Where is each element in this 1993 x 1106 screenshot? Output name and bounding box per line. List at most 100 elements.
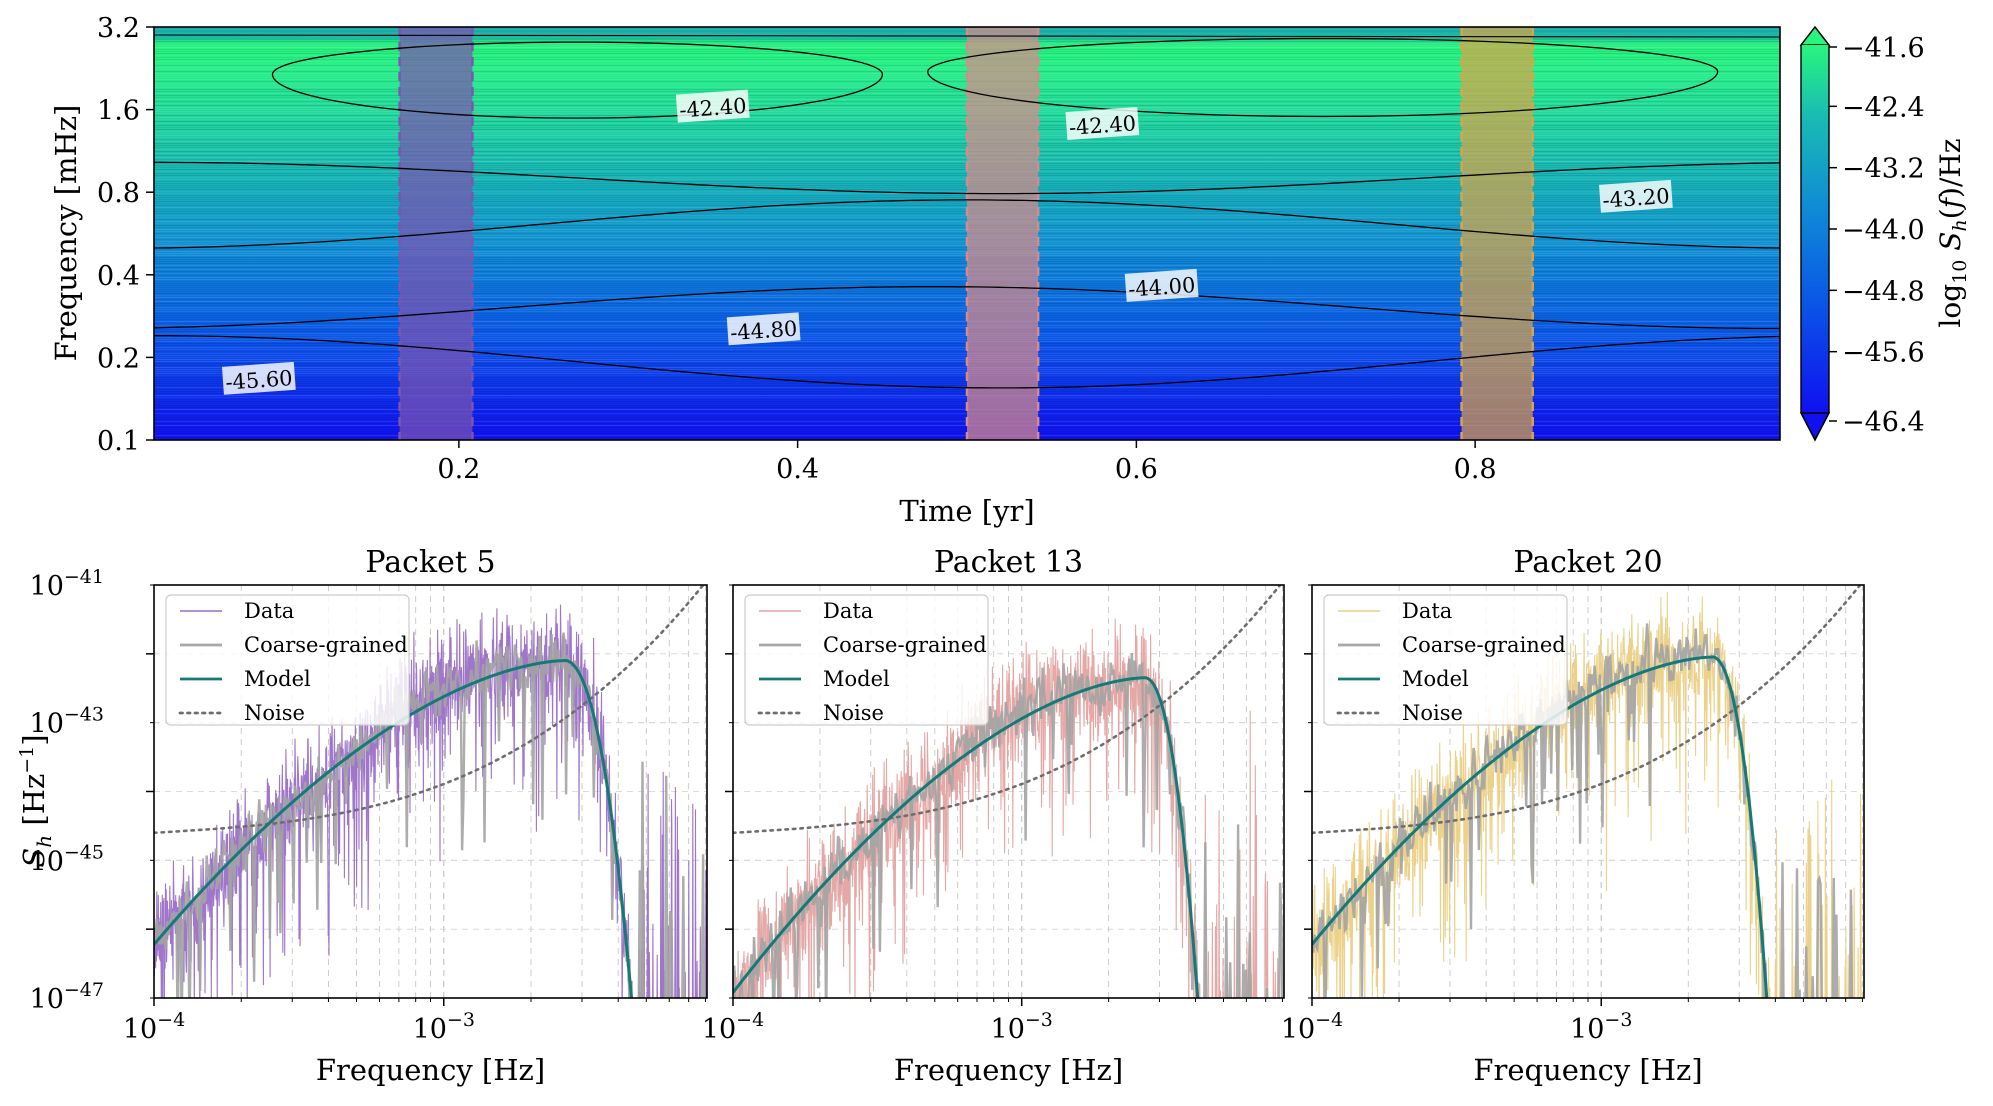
spectrogram-panel: -42.40 -42.40 -43.20 -44.00 -44.80 -45.60 0.2… (49, 13, 1781, 528)
x-tick-label: 0.6 (1115, 454, 1158, 485)
model-curve (733, 676, 1200, 998)
contour-line (154, 199, 1780, 249)
contour-label: -42.40 (675, 89, 750, 123)
legend-label: Coarse-grained (244, 633, 408, 657)
contour-label-text: -45.60 (225, 366, 294, 395)
panel-title: Packet 5 (365, 545, 495, 580)
spectrogram-frame (153, 26, 1781, 441)
y-tick-label: 0.8 (97, 178, 140, 209)
legend: Data Coarse-grained Model Noise (165, 594, 410, 726)
noise-curve (154, 585, 705, 835)
colorbar-frame (1800, 25, 1830, 442)
x-tick-exp: −4 (157, 1009, 185, 1031)
contour-label-box (1065, 107, 1140, 140)
x-tick-label: 0.4 (776, 454, 819, 485)
packet-windows (398, 27, 1534, 440)
spectrogram-y-label: Frequency [mHz] (49, 105, 83, 362)
y-tick-exp: −45 (64, 841, 104, 863)
legend-label: Noise (1402, 701, 1463, 725)
legend-label: Model (1402, 667, 1469, 691)
contour-label: -44.80 (726, 312, 801, 346)
contour-label-box (726, 312, 801, 346)
packet-panels: Packet 510−4 10−310−4710−4510−4310−41Freq… (30, 545, 1865, 1087)
x-tick-label: 0.8 (1454, 454, 1497, 485)
contour-labels: -42.40 -42.40 -43.20 -44.00 -44.80 -45.60 (221, 89, 1673, 395)
contour-label-box (675, 89, 750, 123)
legend: Data Coarse-grained Model Noise (1323, 594, 1568, 726)
spectrogram-y-ticks: 0.1 0.2 0.4 0.8 1.6 3.2 (97, 13, 154, 457)
y-tick-label: 0.4 (97, 261, 140, 292)
y-tick-label: 3.2 (97, 13, 140, 44)
spectrogram-x-ticks: 0.2 0.4 0.6 0.8 (437, 440, 1497, 485)
packet-window-13 (967, 27, 1039, 440)
x-tick-label: 10−3 (1570, 1009, 1632, 1045)
legend-box (165, 594, 410, 726)
contour-line (154, 161, 1780, 195)
packet-panel-1: Packet 510−4 10−310−4710−4510−4310−41Freq… (30, 545, 708, 1087)
y-tick-label: 1.6 (97, 96, 140, 127)
colorbar: −41.6 −42.4 −43.2 −44.0 −44.8 −45.6 −46.4 log1… (1799, 25, 1971, 442)
colorbar-tick-label: −43.2 (1842, 154, 1925, 185)
legend-label: Coarse-grained (823, 633, 987, 657)
contour-label-text: -42.40 (1068, 111, 1137, 140)
contour-label: -43.20 (1599, 179, 1673, 213)
coarse-grained-trace (154, 632, 706, 998)
contour-line-top (154, 34, 1780, 38)
panel-x-label: Frequency [Hz] (1473, 1053, 1702, 1087)
x-tick-exp: −3 (1025, 1009, 1053, 1031)
x-tick-exp: −3 (1604, 1009, 1632, 1031)
colorbar-tick-label: −45.6 (1842, 338, 1925, 369)
contour-label-text: -44.00 (1127, 273, 1196, 302)
legend-label: Data (244, 599, 294, 623)
x-tick-label: 10−4 (123, 1009, 185, 1045)
colorbar-extend-bottom (1799, 412, 1831, 442)
y-tick-exp: −43 (64, 704, 104, 726)
contour-label-box (1124, 268, 1199, 302)
colorbar-tick-label: −41.6 (1842, 33, 1925, 64)
colorbar-body (1801, 45, 1829, 413)
colorbar-tick-label: −44.0 (1842, 215, 1925, 246)
packet-panel-2: Packet 13 10−4 10−3 Frequency [Hz] Data Coars… (702, 545, 1285, 1087)
colorbar-tick-label: −46.4 (1842, 407, 1925, 438)
x-tick-exp: −4 (736, 1009, 764, 1031)
contour-label-box (1599, 179, 1673, 213)
contour-line (154, 335, 1780, 389)
spectrogram-x-label: Time [yr] (899, 494, 1034, 528)
colorbar-extend-top (1799, 25, 1831, 46)
legend-label: Data (823, 599, 873, 623)
y-tick-label: 10−43 (30, 704, 104, 740)
y-tick-label: 0.2 (97, 343, 140, 374)
noise-curve (733, 585, 1282, 835)
contour-loop-42-40 (927, 37, 1719, 118)
coarse-grained-trace (733, 653, 1284, 998)
colorbar-tick-label: −44.8 (1842, 276, 1925, 307)
contour-label-text: -43.20 (1602, 184, 1671, 213)
contour-label-box (221, 361, 296, 395)
x-tick-label: 0.2 (437, 454, 480, 485)
panel-title: Packet 20 (1513, 545, 1662, 580)
contour-label: -44.00 (1124, 268, 1199, 302)
x-tick-label: 10−4 (702, 1009, 764, 1045)
panel-x-label: Frequency [Hz] (894, 1053, 1123, 1087)
y-tick-label: 10−41 (30, 566, 104, 602)
colorbar-ticks: −41.6 −42.4 −43.2 −44.0 −44.8 −45.6 −46.4 (1829, 33, 1925, 438)
contour-label: -45.60 (221, 361, 296, 395)
packet-y-label: Sh [Hz−1] (16, 734, 56, 867)
panel-title: Packet 13 (934, 545, 1083, 580)
y-tick-label: 10−47 (30, 979, 104, 1015)
x-tick-label: 10−3 (991, 1009, 1053, 1045)
x-tick-exp: −3 (447, 1009, 475, 1031)
colorbar-label: log10 Sh(f)/Hz (1934, 138, 1971, 327)
legend-box (1323, 594, 1568, 726)
y-tick-exp: −41 (64, 566, 104, 588)
legend-label: Noise (823, 701, 884, 725)
contour-line (154, 286, 1780, 330)
packet-panel-3: Packet 20 10−4 10−3 Frequency [Hz] Data Coars… (1281, 545, 1865, 1087)
x-tick-exp: −4 (1315, 1009, 1343, 1031)
legend-label: Data (1402, 599, 1452, 623)
legend: Data Coarse-grained Model Noise (744, 594, 989, 726)
noise-curve (1312, 585, 1862, 835)
legend-label: Noise (244, 701, 305, 725)
x-tick-label: 10−4 (1281, 1009, 1343, 1045)
